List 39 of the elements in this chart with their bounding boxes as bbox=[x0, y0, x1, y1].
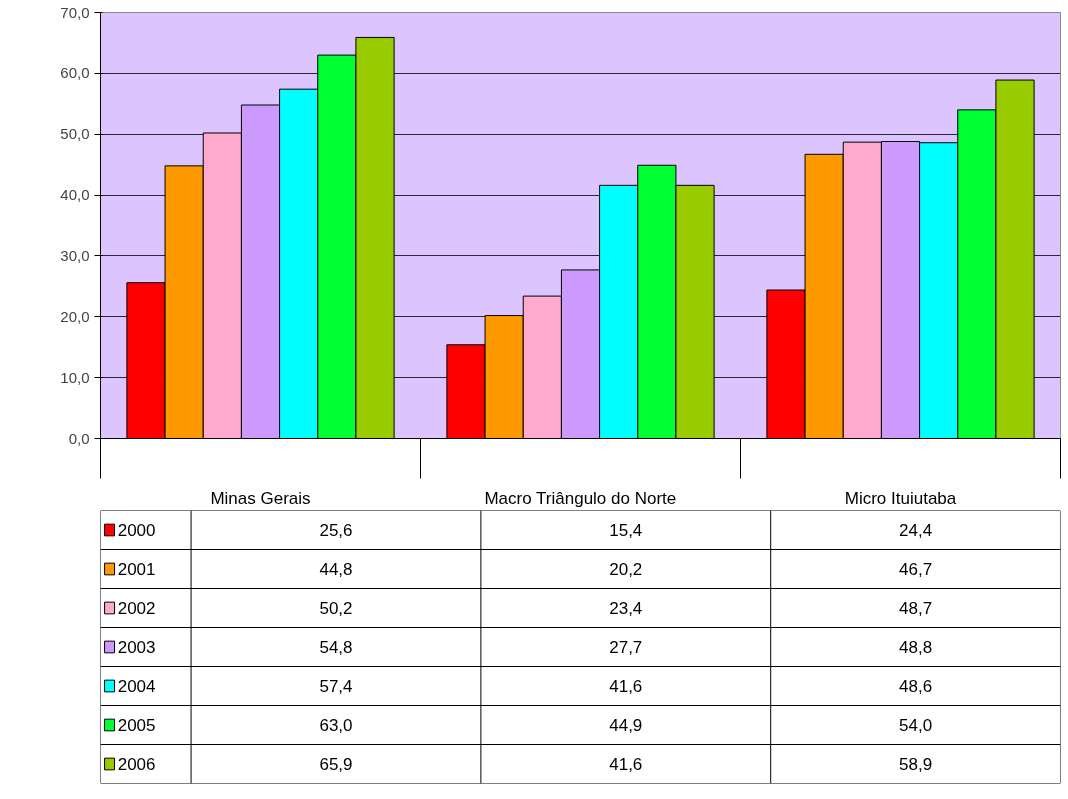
data-label: 57,4 bbox=[319, 677, 353, 696]
data-label: 46,7 bbox=[899, 560, 933, 579]
data-label: 50,2 bbox=[319, 599, 353, 618]
y-tick-label: 40,0 bbox=[60, 186, 90, 204]
x-tick-label: Macro Triângulo do Norte bbox=[484, 488, 677, 508]
legend-label: 2005 bbox=[117, 716, 156, 735]
y-tick-label: 50,0 bbox=[60, 125, 90, 143]
data-label: 24,4 bbox=[899, 521, 933, 540]
x-tick-label: Minas Gerais bbox=[210, 488, 311, 508]
data-label: 25,6 bbox=[319, 521, 353, 540]
legend-label: 2004 bbox=[117, 677, 156, 696]
data-label: 44,8 bbox=[319, 560, 353, 579]
data-label: 44,9 bbox=[609, 716, 643, 735]
y-tick-label: 60,0 bbox=[60, 64, 90, 82]
data-label: 65,9 bbox=[319, 755, 353, 774]
x-tick-label: Micro Ituiutaba bbox=[844, 488, 957, 508]
data-label: 63,0 bbox=[319, 716, 353, 735]
y-tick-label: 70,0 bbox=[60, 3, 90, 21]
data-label: 48,7 bbox=[899, 599, 933, 618]
y-tick-label: 10,0 bbox=[60, 368, 90, 386]
legend-label: 2000 bbox=[117, 521, 156, 540]
data-label: 48,6 bbox=[899, 677, 933, 696]
data-label: 41,6 bbox=[609, 677, 643, 696]
data-label: 20,2 bbox=[609, 560, 643, 579]
data-label: 27,7 bbox=[609, 638, 643, 657]
data-label: 23,4 bbox=[609, 599, 643, 618]
legend-label: 2001 bbox=[117, 560, 156, 579]
data-label: 54,8 bbox=[319, 638, 353, 657]
legend-label: 2006 bbox=[117, 755, 156, 774]
data-label: 54,0 bbox=[899, 716, 933, 735]
legend-label: 2002 bbox=[117, 599, 156, 618]
y-tick-label: 0,0 bbox=[68, 429, 90, 447]
data-label: 58,9 bbox=[899, 755, 933, 774]
legend-label: 2003 bbox=[117, 638, 156, 657]
data-label: 15,4 bbox=[609, 521, 643, 540]
data-label: 48,8 bbox=[899, 638, 933, 657]
y-tick-label: 20,0 bbox=[60, 307, 90, 325]
data-label: 41,6 bbox=[609, 755, 643, 774]
y-tick-label: 30,0 bbox=[60, 246, 90, 264]
